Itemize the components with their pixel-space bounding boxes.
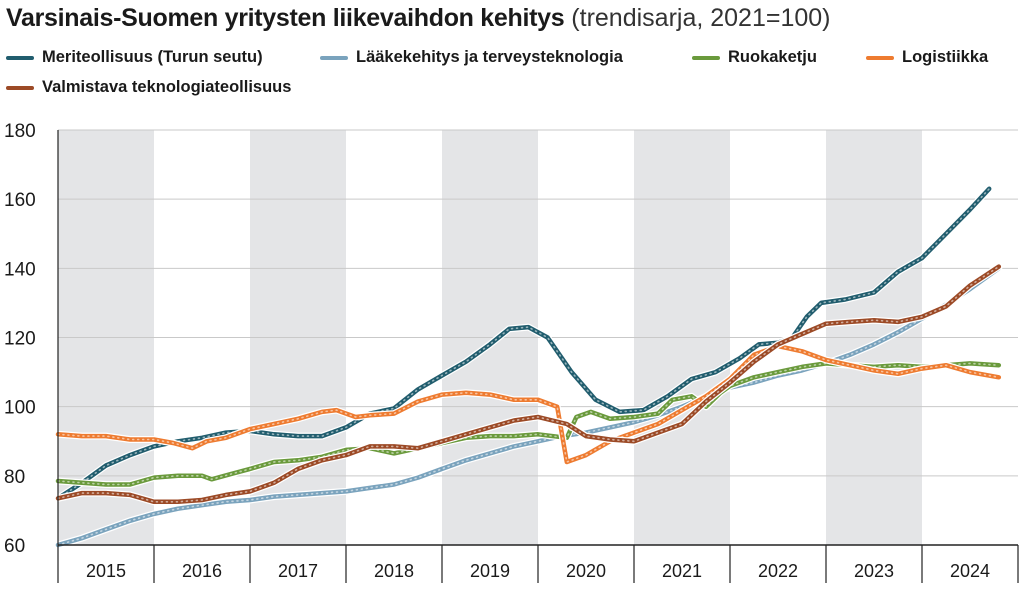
x-tick-label: 2022 (758, 561, 798, 581)
series-dots-0 (57, 188, 990, 500)
legend-item-laakekehitys: Lääkekehitys ja terveysteknologia (320, 48, 623, 67)
legend-swatch-valmistava (6, 85, 34, 90)
y-tick-label: 120 (4, 329, 36, 350)
legend-label-valmistava: Valmistava teknologiateollisuus (42, 78, 292, 96)
legend-label-ruokaketju: Ruokaketju (728, 48, 817, 66)
x-tick-label: 2019 (470, 561, 510, 581)
y-tick-label: 160 (4, 190, 36, 211)
legend-swatch-logistiikka (866, 55, 894, 60)
legend-swatch-laakekehitys (320, 55, 348, 60)
legend-item-logistiikka: Logistiikka (866, 48, 988, 67)
x-tick-label: 2016 (182, 561, 222, 581)
x-tick-label: 2023 (854, 561, 894, 581)
legend-item-ruokaketju: Ruokaketju (692, 48, 817, 67)
legend-swatch-meriteollisuus (6, 55, 34, 60)
legend-label-meriteollisuus: Meriteollisuus (Turun seutu) (42, 48, 263, 66)
legend-item-valmistava: Valmistava teknologiateollisuus (6, 78, 291, 97)
x-tick-label: 2020 (566, 561, 606, 581)
y-tick-label: 60 (4, 536, 25, 557)
chart-title: Varsinais-Suomen yritysten liikevaihdon … (6, 2, 831, 34)
series-line-2 (55, 361, 1002, 487)
y-tick-label: 140 (4, 259, 36, 280)
series-dots-3 (57, 345, 1000, 464)
x-tick-label: 2021 (662, 561, 702, 581)
series-dots-4 (57, 265, 1000, 503)
chart-legend: Meriteollisuus (Turun seutu) Lääkekehity… (0, 0, 1024, 110)
x-tick-label: 2018 (374, 561, 414, 581)
x-tick-label: 2017 (278, 561, 318, 581)
y-tick-label: 180 (4, 121, 36, 142)
x-tick-label: 2024 (950, 561, 990, 581)
y-tick-label: 100 (4, 398, 36, 419)
x-tick-label: 2015 (86, 561, 126, 581)
legend-label-laakekehitys: Lääkekehitys ja terveysteknologia (356, 48, 623, 66)
legend-label-logistiikka: Logistiikka (902, 48, 989, 66)
chart-title-subtitle: (trendisarja, 2021=100) (571, 4, 831, 32)
legend-swatch-ruokaketju (692, 55, 720, 60)
y-tick-label: 80 (4, 467, 25, 488)
chart-title-main: Varsinais-Suomen yritysten liikevaihdon … (6, 4, 565, 32)
legend-item-meriteollisuus: Meriteollisuus (Turun seutu) (6, 48, 263, 67)
series-lines (54, 185, 1003, 549)
axes: 60 80 100 120 140 160 180 2015 2016 2017 2018 2019 2… (4, 121, 1019, 583)
